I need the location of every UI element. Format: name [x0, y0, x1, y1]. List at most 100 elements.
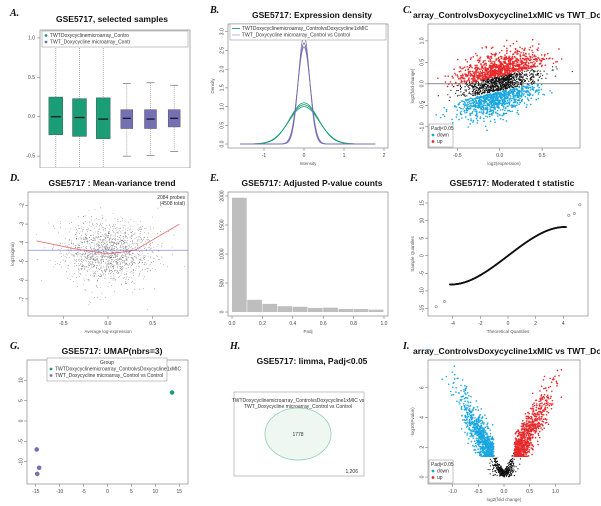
data-point: [80, 274, 82, 276]
data-point: [97, 233, 99, 234]
data-point: [117, 243, 119, 245]
data-point: [520, 59, 522, 61]
data-point: [117, 242, 119, 244]
data-point: [536, 59, 538, 61]
data-point: [503, 45, 506, 47]
data-point: [78, 269, 80, 271]
data-point: [93, 234, 95, 236]
data-point: [128, 252, 130, 253]
data-point: [516, 51, 518, 53]
data-point: [88, 254, 89, 256]
data-point: [489, 88, 491, 90]
outlier-point: [434, 305, 438, 309]
y-axis-label: Sample Quantiles: [410, 235, 415, 271]
data-point: [129, 263, 130, 265]
data-point: [113, 261, 114, 263]
data-point: [529, 70, 531, 72]
data-point: [132, 261, 134, 263]
data-point: [77, 244, 79, 246]
data-point: [124, 274, 126, 275]
data-point: [495, 93, 497, 95]
legend-title: Padj<0.05: [431, 126, 454, 132]
data-point: [556, 68, 558, 70]
data-point: [535, 55, 537, 58]
data-point: [526, 64, 529, 67]
data-point: [512, 91, 515, 94]
data-point: [110, 257, 112, 259]
data-point: [492, 60, 494, 63]
data-point: [138, 261, 140, 263]
data-point: [115, 269, 117, 271]
data-point: [106, 257, 108, 259]
data-point: [141, 240, 143, 241]
data-point: [492, 112, 494, 114]
data-point: [138, 228, 140, 229]
data-point: [475, 102, 477, 105]
data-point: [511, 66, 514, 68]
data-point: [121, 283, 123, 285]
data-point: [460, 113, 463, 116]
data-point: [511, 58, 513, 60]
data-point: [477, 92, 479, 94]
data-point: [123, 254, 124, 256]
data-point: [516, 102, 519, 104]
data-point: [96, 279, 98, 281]
data-point: [511, 75, 513, 78]
data-point: [102, 254, 103, 256]
data-point: [86, 241, 88, 243]
data-point: [87, 254, 89, 256]
data-point: [104, 243, 105, 245]
data-point: [512, 76, 514, 78]
data-point: [509, 110, 512, 113]
data-point: [83, 216, 84, 217]
data-point: [113, 265, 115, 267]
data-point: [149, 247, 150, 248]
data-point: [481, 66, 484, 68]
data-point: [462, 103, 465, 105]
data-point: [456, 95, 459, 97]
data-point: [69, 279, 71, 280]
data-point: [110, 235, 112, 237]
data-point: [466, 80, 469, 82]
umap-point: [34, 447, 40, 452]
y-axis-label: log2(fold change): [410, 68, 415, 103]
data-point: [500, 92, 503, 95]
data-point: [129, 231, 131, 233]
data-point: [520, 76, 522, 78]
data-point: [509, 70, 512, 72]
data-point: [105, 264, 107, 266]
data-point: [119, 268, 121, 269]
data-point: [140, 260, 142, 262]
data-point: [86, 257, 88, 259]
data-point: [48, 222, 49, 224]
data-point: [131, 235, 133, 237]
data-point: [96, 258, 98, 260]
data-point: [125, 279, 127, 280]
data-point: [86, 246, 87, 247]
data-point: [512, 42, 515, 45]
data-point: [96, 254, 97, 255]
data-point: [117, 232, 118, 234]
data-point: [481, 69, 484, 72]
data-point: [150, 256, 152, 258]
data-point: [111, 240, 112, 242]
histogram-bar: [262, 303, 278, 312]
data-point: [136, 256, 138, 258]
data-point: [103, 251, 105, 253]
data-point: [457, 78, 460, 80]
data-point: [497, 99, 500, 102]
data-point: [100, 207, 101, 209]
data-point: [108, 255, 110, 257]
density-line: [240, 106, 376, 145]
data-point: [474, 67, 477, 69]
data-point: [527, 87, 530, 90]
data-point: [134, 262, 136, 264]
data-point: [472, 87, 474, 89]
data-point: [115, 261, 116, 263]
data-point: [540, 65, 543, 68]
data-point: [503, 62, 506, 64]
data-point: [131, 277, 133, 279]
data-point: [479, 87, 481, 89]
data-point: [495, 98, 497, 100]
data-point: [137, 246, 138, 248]
